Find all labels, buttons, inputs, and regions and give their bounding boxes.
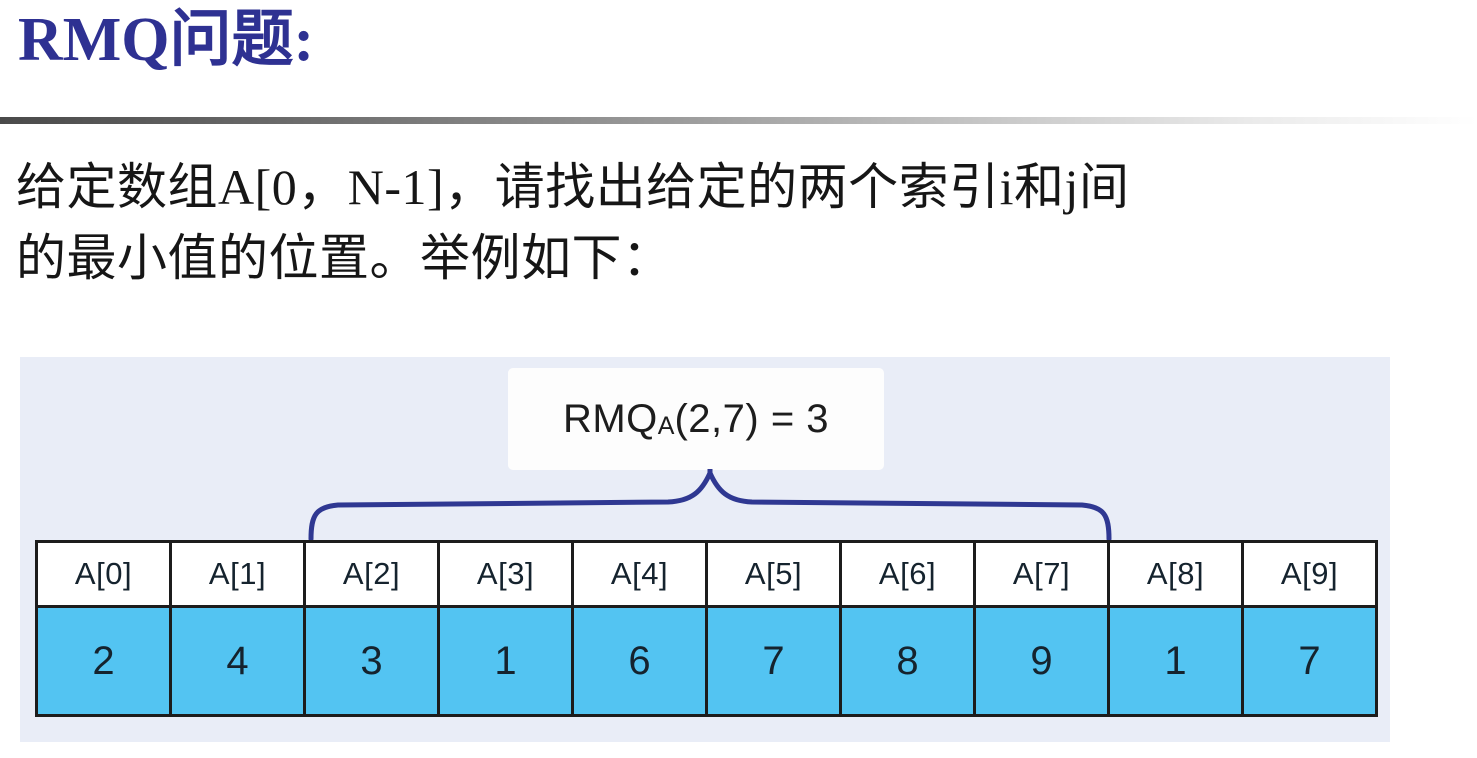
rmq-callout-suffix: (2,7) = 3 — [674, 396, 830, 441]
array-index-cell: A[4] — [571, 540, 708, 608]
array-index-cell: A[9] — [1241, 540, 1378, 608]
rmq-example-figure: RMQ A (2,7) = 3 A[0] A[1] A[2] A[3] A[4] A… — [20, 357, 1390, 742]
array-value-cell: 8 — [839, 605, 976, 717]
array-index-row: A[0] A[1] A[2] A[3] A[4] A[5] A[6] A[7] … — [35, 540, 1378, 608]
array-value-cell: 7 — [1241, 605, 1378, 717]
array-value-cell: 6 — [571, 605, 708, 717]
array-index-cell: A[2] — [303, 540, 440, 608]
array-index-cell: A[1] — [169, 540, 306, 608]
array-index-cell: A[8] — [1107, 540, 1244, 608]
array-value-cell: 1 — [437, 605, 574, 717]
title-divider — [0, 117, 1477, 124]
array-value-cell: 9 — [973, 605, 1110, 717]
range-brace-icon — [308, 469, 1112, 541]
rmq-callout-box: RMQ A (2,7) = 3 — [508, 368, 884, 470]
rmq-callout-prefix: RMQ — [562, 396, 658, 441]
array-index-cell: A[3] — [437, 540, 574, 608]
array-index-cell: A[5] — [705, 540, 842, 608]
page-title: RMQ问题: — [18, 6, 315, 74]
array-value-cell: 7 — [705, 605, 842, 717]
array-value-cell: 1 — [1107, 605, 1244, 717]
array-value-cell: 4 — [169, 605, 306, 717]
rmq-callout-subscript: A — [657, 411, 675, 440]
rmq-callout-label: RMQ A (2,7) = 3 — [508, 368, 884, 470]
array-table: A[0] A[1] A[2] A[3] A[4] A[5] A[6] A[7] … — [35, 540, 1378, 717]
array-value-cell: 2 — [35, 605, 172, 717]
array-index-cell: A[6] — [839, 540, 976, 608]
array-index-cell: A[0] — [35, 540, 172, 608]
body-paragraph: 给定数组A[0，N-1]，请找出给定的两个索引i和j间 的最小值的位置。举例如下… — [16, 159, 1130, 286]
array-index-cell: A[7] — [973, 540, 1110, 608]
array-value-cell: 3 — [303, 605, 440, 717]
array-value-row: 2 4 3 1 6 7 8 9 1 7 — [35, 605, 1378, 717]
